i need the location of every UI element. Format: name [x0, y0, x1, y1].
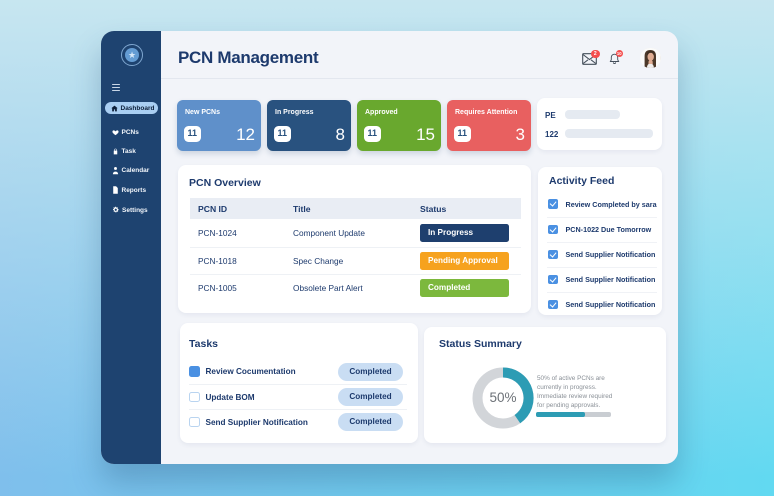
svg-text:50%: 50% [489, 390, 516, 405]
